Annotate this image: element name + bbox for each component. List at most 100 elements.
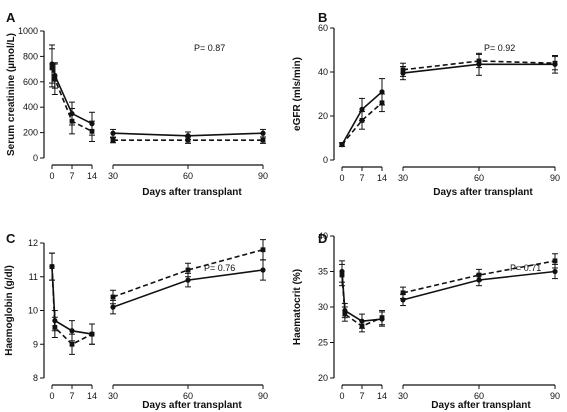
x-tick-label: 30	[398, 391, 408, 401]
y-axis-title: eGFR (mls/min)	[292, 57, 303, 131]
x-tick-label: 90	[258, 391, 268, 401]
x-axis-title: Days after transplant	[431, 400, 531, 411]
y-tick-label: 800	[23, 51, 38, 61]
panel-letter: D	[318, 231, 327, 246]
data-point-solid	[185, 277, 191, 283]
series-line-dashed-late	[402, 260, 556, 294]
data-point-solid	[359, 106, 365, 112]
y-axis-title: Haemoglobin (g/dl)	[4, 265, 15, 356]
x-tick-label: 60	[474, 391, 484, 401]
panel-C: C 8 9 10 11 12 0 7 14 30 60 90 Days after transplant…	[4, 231, 268, 411]
data-point-dashed	[342, 311, 348, 317]
x-tick-label: 30	[108, 171, 118, 181]
y-axis-title: Haematocrit (%)	[292, 269, 303, 345]
data-point-dashed	[49, 264, 55, 270]
data-point-dashed	[379, 100, 385, 106]
x-tick-label: 14	[87, 171, 97, 181]
y-tick-label: 35	[318, 267, 328, 277]
panel-D: D 20 25 30 35 40 0 7 14 30 60 90 Days after transpla…	[292, 231, 560, 411]
x-tick-label: 0	[49, 391, 54, 401]
data-point-solid	[110, 130, 116, 136]
x-tick-label: 7	[359, 173, 364, 183]
data-point-dashed	[89, 331, 95, 337]
data-point-dashed	[260, 247, 266, 253]
x-tick-label: 90	[550, 173, 560, 183]
panel-B: B 0 20 40 60 0 7 14 30 60 90 Days after transplant e…	[292, 10, 560, 198]
series-line-dashed-early	[341, 275, 383, 328]
data-point-dashed	[110, 137, 116, 143]
series-line-dashed-early	[341, 102, 383, 146]
x-tick-label: 90	[258, 171, 268, 181]
y-axis-title: Serum creatinine (µmol/L)	[6, 33, 17, 156]
data-point-solid	[260, 130, 266, 136]
data-point-dashed	[400, 67, 406, 73]
x-tick-label: 60	[183, 171, 193, 181]
y-tick-label: 0	[33, 153, 38, 163]
series-line-dashed-early	[51, 266, 93, 346]
data-point-dashed	[400, 290, 406, 296]
x-tick-label: 90	[550, 391, 560, 401]
data-point-solid	[552, 268, 558, 275]
data-point-dashed	[69, 341, 75, 347]
data-point-dashed	[476, 58, 482, 64]
data-point-dashed	[552, 60, 558, 66]
data-point-dashed	[339, 272, 345, 278]
y-tick-label: 8	[33, 373, 38, 383]
y-tick-label: 0	[323, 155, 328, 165]
data-point-dashed	[260, 137, 266, 143]
y-tick-label: 20	[318, 111, 328, 121]
x-axis-title: Days after transplant	[142, 400, 242, 411]
data-point-solid	[379, 89, 385, 95]
y-tick-label: 200	[23, 128, 38, 138]
data-point-dashed	[69, 118, 75, 124]
y-tick-label: 30	[318, 302, 328, 312]
x-tick-label: 30	[108, 391, 118, 401]
y-tick-label: 400	[23, 102, 38, 112]
data-point-dashed	[339, 142, 345, 147]
p-value-annotation: P= 0.71	[510, 263, 541, 273]
p-value-annotation: P= 0.92	[484, 43, 515, 53]
y-tick-label: 9	[33, 339, 38, 349]
data-point-solid	[260, 267, 266, 273]
data-point-dashed	[110, 294, 116, 300]
data-point-dashed	[49, 65, 55, 71]
y-tick-label: 40	[318, 231, 328, 241]
data-point-dashed	[359, 118, 365, 123]
panel-letter: B	[318, 10, 327, 25]
data-point-solid	[110, 304, 116, 310]
data-point-dashed	[185, 137, 191, 143]
panel-letter: C	[6, 231, 16, 246]
x-tick-label: 0	[339, 391, 344, 401]
x-tick-label: 7	[69, 391, 74, 401]
y-tick-label: 40	[318, 67, 328, 77]
x-tick-label: 14	[377, 173, 387, 183]
data-point-dashed	[52, 76, 58, 82]
data-point-dashed	[52, 324, 58, 330]
data-point-solid	[69, 328, 75, 334]
x-tick-label: 60	[474, 173, 484, 183]
series-line-dashed-early	[51, 67, 93, 133]
x-tick-label: 7	[359, 391, 364, 401]
panel-letter: A	[6, 10, 16, 25]
data-point-dashed	[476, 272, 482, 278]
data-point-dashed	[185, 267, 191, 273]
x-axis-title: Days after transplant	[142, 187, 242, 198]
x-axis-title: Days after transplant	[433, 187, 533, 198]
y-tick-label: 25	[318, 338, 328, 348]
x-tick-label: 0	[49, 171, 54, 181]
x-tick-label: 7	[69, 171, 74, 181]
y-tick-label: 20	[318, 373, 328, 383]
y-tick-label: 10	[28, 306, 38, 316]
data-point-dashed	[89, 128, 95, 134]
p-value-annotation: P= 0.87	[194, 43, 225, 53]
x-tick-label: 14	[377, 391, 387, 401]
series-line-dashed-late	[112, 248, 264, 298]
y-tick-label: 600	[23, 77, 38, 87]
p-value-annotation: P= 0.76	[204, 263, 235, 273]
y-tick-label: 1000	[18, 26, 38, 36]
y-tick-label: 11	[29, 272, 38, 282]
x-tick-label: 0	[339, 173, 344, 183]
y-tick-label: 12	[28, 238, 38, 248]
y-tick-label: 60	[318, 23, 328, 33]
